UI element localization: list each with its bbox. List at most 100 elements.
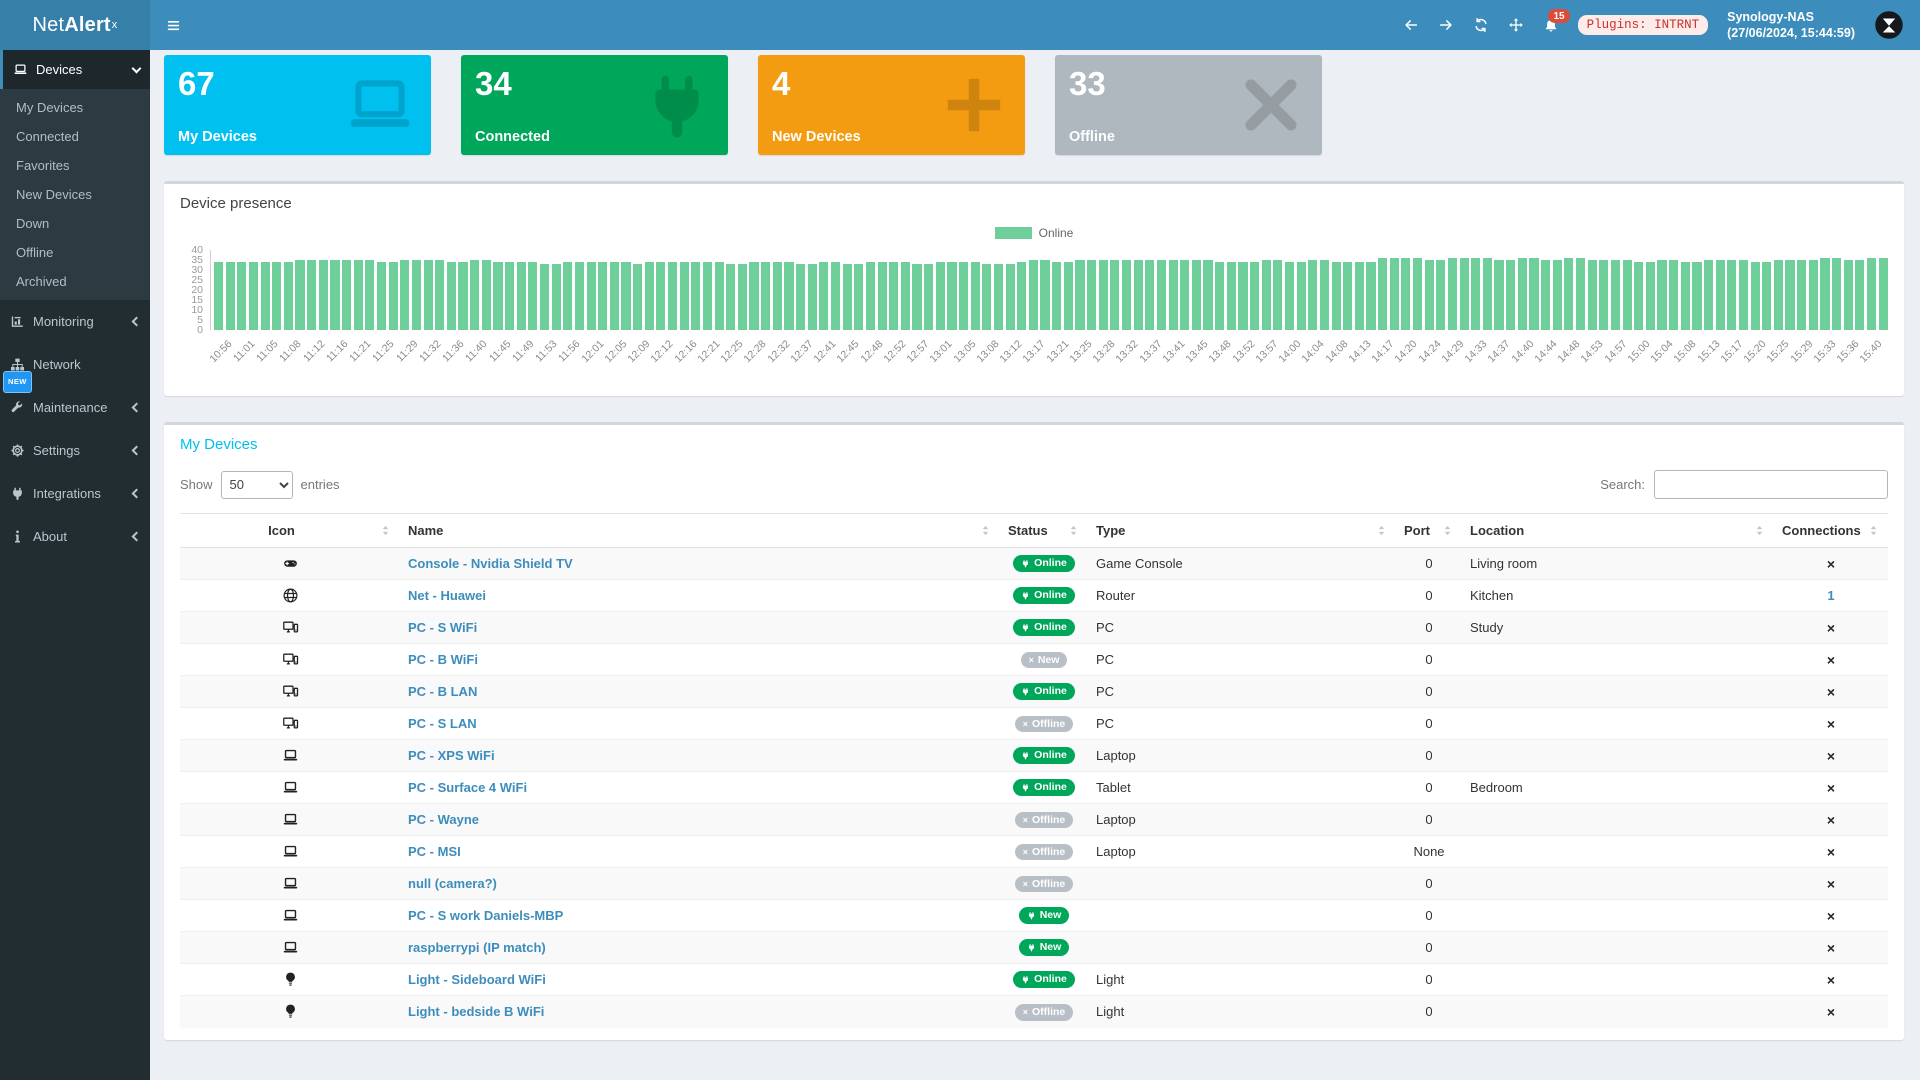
plug-icon — [1021, 623, 1030, 632]
page-size-select[interactable]: 50 — [220, 470, 293, 499]
device-name-link[interactable]: PC - Wayne — [400, 803, 1000, 836]
sidebar-subitem-my-devices[interactable]: My Devices — [16, 100, 84, 115]
user-avatar[interactable] — [1874, 10, 1904, 40]
stat-card-my-devices[interactable]: 67 My Devices — [164, 55, 431, 155]
chart-legend[interactable]: Online — [180, 226, 1888, 240]
device-name-link[interactable]: PC - XPS WiFi — [400, 739, 1000, 772]
x-glyph: × — [1028, 654, 1034, 665]
sidebar-toggle-button[interactable] — [150, 0, 196, 50]
sidebar-subitem-archived[interactable]: Archived — [16, 274, 67, 289]
new-feature-badge: NEW — [3, 371, 32, 393]
refresh-button[interactable] — [1473, 17, 1489, 33]
status-label: Online — [1034, 685, 1067, 698]
chart-bar — [1482, 258, 1492, 330]
device-icon-cell — [180, 739, 400, 772]
remove-connection-icon[interactable]: × — [1826, 747, 1836, 764]
column-header-connections[interactable]: Connections — [1774, 513, 1888, 548]
search-input[interactable] — [1654, 470, 1888, 499]
device-name-link[interactable]: null (camera?) — [400, 867, 1000, 900]
device-name-link[interactable]: PC - MSI — [400, 835, 1000, 868]
plugins-status-badge[interactable]: Plugins: INTRNT — [1577, 15, 1709, 35]
device-status-cell: × Offline — [1000, 835, 1088, 868]
column-header-type[interactable]: Type — [1088, 513, 1396, 548]
sidebar-item-network[interactable]: Network — [0, 343, 150, 386]
remove-connection-icon[interactable]: × — [1826, 907, 1836, 924]
device-connections-cell: × — [1774, 675, 1888, 708]
remove-connection-icon[interactable]: × — [1826, 779, 1836, 796]
sidebar-item-devices[interactable]: Devices — [0, 50, 150, 89]
chart-bar — [1296, 262, 1306, 330]
device-name-link[interactable]: raspberrypi (IP match) — [400, 931, 1000, 964]
remove-connection-icon[interactable]: × — [1826, 651, 1836, 668]
chart-bar — [1424, 260, 1434, 330]
column-header-port[interactable]: Port — [1396, 513, 1462, 548]
remove-connection-icon[interactable]: × — [1826, 811, 1836, 828]
y-tick-label: 5 — [197, 314, 203, 326]
remove-connection-icon[interactable]: × — [1826, 1003, 1836, 1020]
chart-bar — [1704, 260, 1714, 330]
remove-connection-icon[interactable]: × — [1826, 683, 1836, 700]
remove-connection-icon[interactable]: × — [1826, 875, 1836, 892]
stat-card-connected[interactable]: 34 Connected — [461, 55, 728, 155]
sidebar-item-maintenance[interactable]: Maintenance NEW — [0, 371, 150, 429]
column-header-location[interactable]: Location — [1462, 513, 1774, 548]
sidebar-subitem-connected[interactable]: Connected — [16, 129, 79, 144]
sidebar-item-integrations[interactable]: Integrations — [0, 472, 150, 515]
sidebar-subitem-favorites[interactable]: Favorites — [16, 158, 70, 173]
sidebar-item-about[interactable]: About — [0, 515, 150, 558]
stat-card-value: 67 — [178, 65, 215, 102]
device-status-cell: Online — [1000, 675, 1088, 708]
chart-bar — [1855, 260, 1865, 330]
move-button[interactable] — [1508, 17, 1524, 33]
device-name-link[interactable]: Console - Nvidia Shield TV — [400, 547, 1000, 580]
device-name-link[interactable]: PC - Surface 4 WiFi — [400, 771, 1000, 804]
remove-connection-icon[interactable]: × — [1826, 939, 1836, 956]
device-connections-cell: × — [1774, 995, 1888, 1028]
show-label: Show — [180, 477, 213, 492]
status-label: Online — [1034, 781, 1067, 794]
sidebar-item-settings[interactable]: Settings — [0, 429, 150, 472]
device-port-cell: 0 — [1396, 771, 1462, 804]
x-icon — [1234, 68, 1308, 142]
device-name-link[interactable]: Net - Huawei — [400, 579, 1000, 612]
sidebar-subitem-new-devices[interactable]: New Devices — [16, 187, 92, 202]
device-name-link[interactable]: PC - S LAN — [400, 707, 1000, 740]
arrow-right-button[interactable] — [1438, 17, 1454, 33]
sidebar-subitem-down[interactable]: Down — [16, 216, 50, 231]
column-header-name[interactable]: Name — [400, 513, 1000, 548]
connections-count-link[interactable]: 1 — [1827, 588, 1835, 603]
remove-connection-icon[interactable]: × — [1826, 715, 1836, 732]
device-name-link[interactable]: PC - B WiFi — [400, 643, 1000, 676]
device-connections-cell: × — [1774, 867, 1888, 900]
arrow-left-button[interactable] — [1403, 17, 1419, 33]
device-icon-cell — [180, 803, 400, 836]
device-name-link[interactable]: Light - Sideboard WiFi — [400, 963, 1000, 996]
device-connections-cell: × — [1774, 963, 1888, 996]
device-name-link[interactable]: PC - B LAN — [400, 675, 1000, 708]
app-logo[interactable]: Net Alert x — [0, 0, 150, 50]
stat-card-offline[interactable]: 33 Offline — [1055, 55, 1322, 155]
notifications-button[interactable]: 15 — [1543, 9, 1570, 33]
device-name-link[interactable]: PC - S WiFi — [400, 611, 1000, 644]
device-name-link[interactable]: PC - S work Daniels-MBP — [400, 899, 1000, 932]
laptop-icon — [188, 747, 392, 764]
sidebar-subitem-offline[interactable]: Offline — [16, 245, 54, 260]
column-header-icon[interactable]: Icon — [180, 513, 400, 548]
remove-connection-icon[interactable]: × — [1826, 971, 1836, 988]
chart-bar — [1832, 258, 1842, 330]
chart-bar — [1506, 260, 1516, 330]
chart-bar — [1820, 258, 1830, 330]
chart-bar — [1680, 262, 1690, 330]
device-name-link[interactable]: Light - bedside B WiFi — [400, 995, 1000, 1028]
stat-card-new-devices[interactable]: 4 New Devices — [758, 55, 1025, 155]
desktop-icon — [188, 619, 392, 636]
chart-bar — [1180, 260, 1190, 330]
brand-sup: x — [111, 19, 118, 31]
remove-connection-icon[interactable]: × — [1826, 843, 1836, 860]
chart-bar — [318, 260, 328, 330]
device-status-cell: × Offline — [1000, 995, 1088, 1028]
sidebar-item-monitoring[interactable]: Monitoring — [0, 300, 150, 343]
remove-connection-icon[interactable]: × — [1826, 555, 1836, 572]
remove-connection-icon[interactable]: × — [1826, 619, 1836, 636]
column-header-status[interactable]: Status — [1000, 513, 1088, 548]
